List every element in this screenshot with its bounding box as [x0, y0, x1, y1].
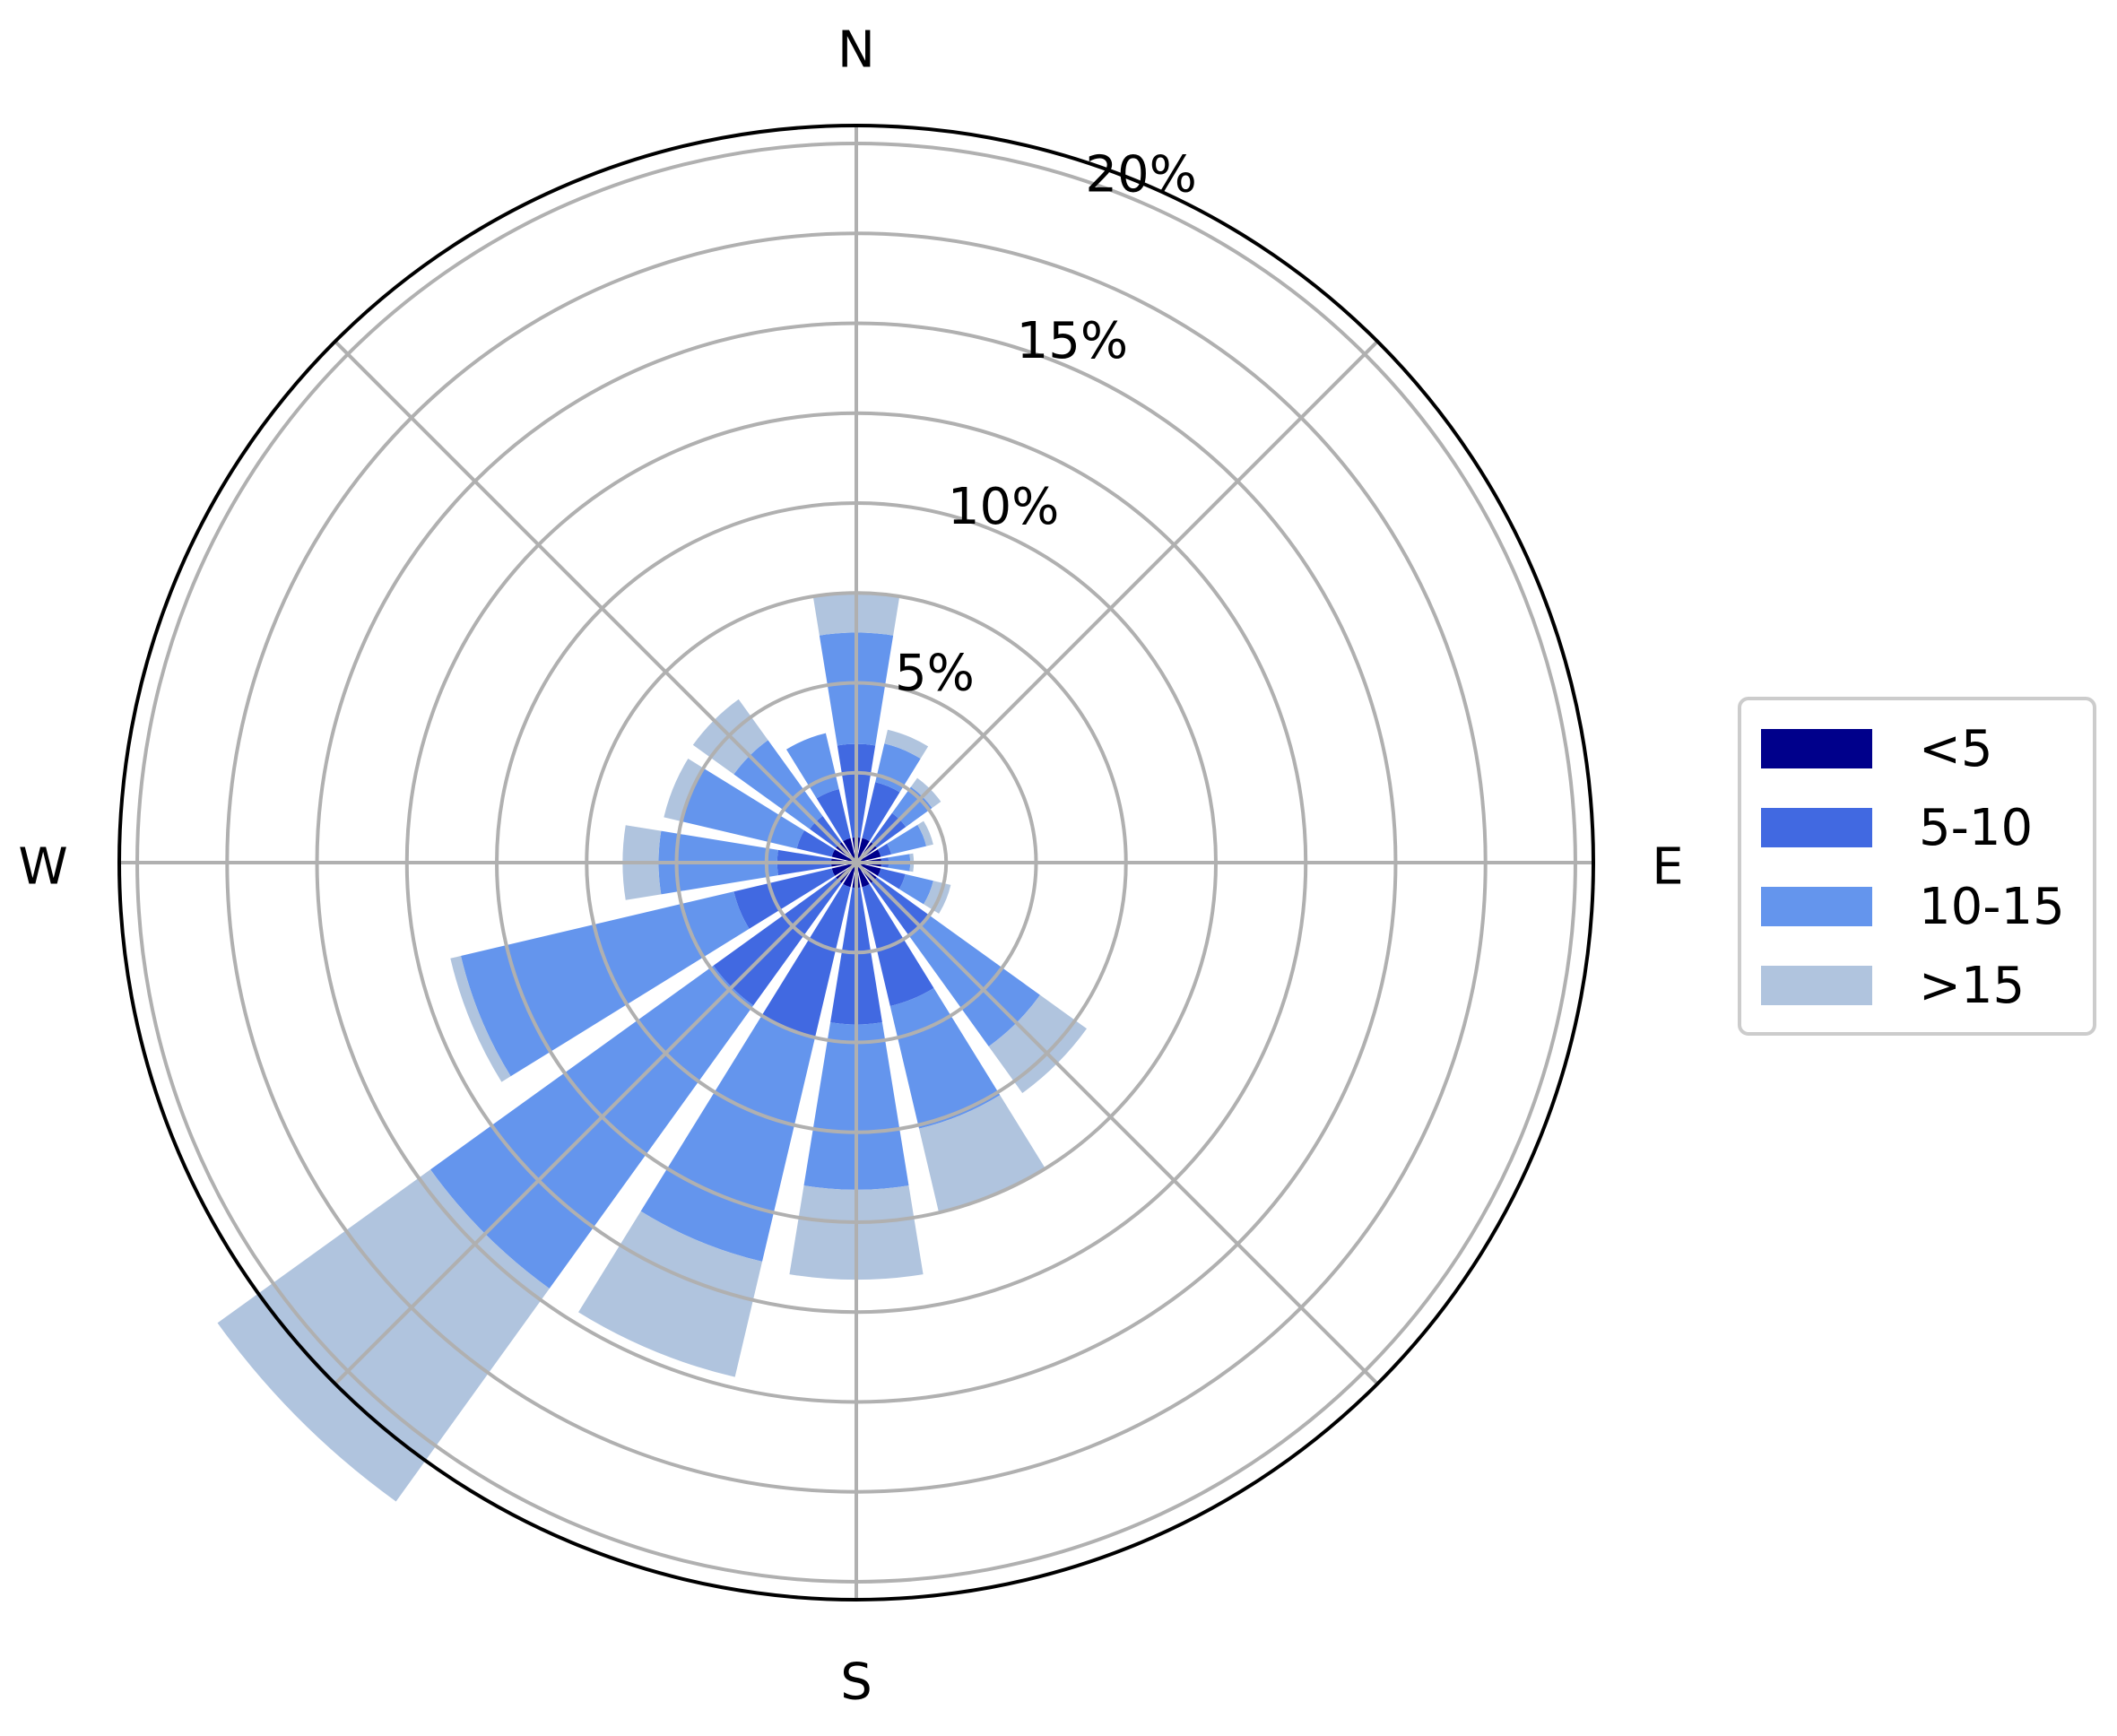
grid-spoke — [855, 861, 1379, 1385]
bar-segment — [856, 863, 881, 876]
legend-swatch — [1761, 729, 1872, 768]
grid-layer — [117, 124, 1595, 1601]
bar-segment — [877, 868, 906, 890]
bar-segment — [640, 1015, 815, 1262]
bar-segment — [877, 843, 892, 857]
radial-tick-label: 20% — [1085, 146, 1196, 204]
legend-swatch — [1761, 966, 1872, 1005]
bar-segment — [761, 883, 851, 1038]
legend-item: 5-10 — [1761, 796, 2033, 859]
bar-segment — [843, 838, 856, 863]
bar-segment — [461, 891, 750, 1077]
bar-segment — [796, 830, 836, 857]
bar-segment — [664, 759, 704, 821]
bar-segment — [917, 820, 933, 846]
labels-layer: 5% 10% 15% 20% N E S W — [18, 22, 1683, 1712]
grid-spoke — [855, 340, 1379, 864]
legend-swatch — [1761, 887, 1872, 926]
bar-segment — [884, 729, 929, 760]
bar-segment — [889, 987, 1001, 1129]
legend-item: >15 — [1761, 954, 2025, 1017]
legend-item: 10-15 — [1761, 875, 2065, 938]
legend-item: <5 — [1761, 717, 1993, 780]
bar-segment — [578, 1211, 763, 1377]
bar-segment — [831, 849, 856, 863]
direction-label: N — [837, 22, 875, 80]
radial-tick-label: 5% — [895, 644, 975, 702]
bar-segment — [450, 956, 511, 1082]
bar-segment — [862, 782, 900, 842]
grid-spoke — [334, 861, 858, 1385]
direction-label: S — [840, 1654, 872, 1712]
legend-label: 10-15 — [1919, 877, 2065, 936]
direction-label: W — [18, 838, 67, 897]
bar-segment — [856, 849, 881, 863]
bar-segment — [856, 863, 870, 888]
legend-swatch — [1761, 808, 1872, 847]
legend: <5 5-10 10-15 >15 — [1738, 697, 2096, 1036]
direction-label: E — [1652, 838, 1683, 897]
bar-segment — [856, 838, 870, 863]
bar-segment — [898, 873, 933, 905]
bar-segment — [816, 789, 851, 842]
bar-segment — [887, 824, 927, 855]
bar-segment — [843, 863, 856, 888]
legend-label: 5-10 — [1919, 798, 2034, 857]
legend-label: >15 — [1919, 956, 2026, 1015]
polar-frame — [117, 124, 1595, 1601]
legend-label: <5 — [1919, 719, 1993, 778]
bar-segment — [862, 883, 934, 1007]
radial-tick-label: 10% — [948, 478, 1059, 536]
bar-segment — [785, 733, 839, 799]
bar-segment — [918, 1095, 1045, 1213]
bar-segment — [831, 863, 856, 876]
bar-segment — [875, 743, 921, 793]
radial-tick-label: 15% — [1017, 312, 1128, 370]
grid-spoke — [334, 340, 858, 864]
bar-segment — [733, 868, 836, 929]
